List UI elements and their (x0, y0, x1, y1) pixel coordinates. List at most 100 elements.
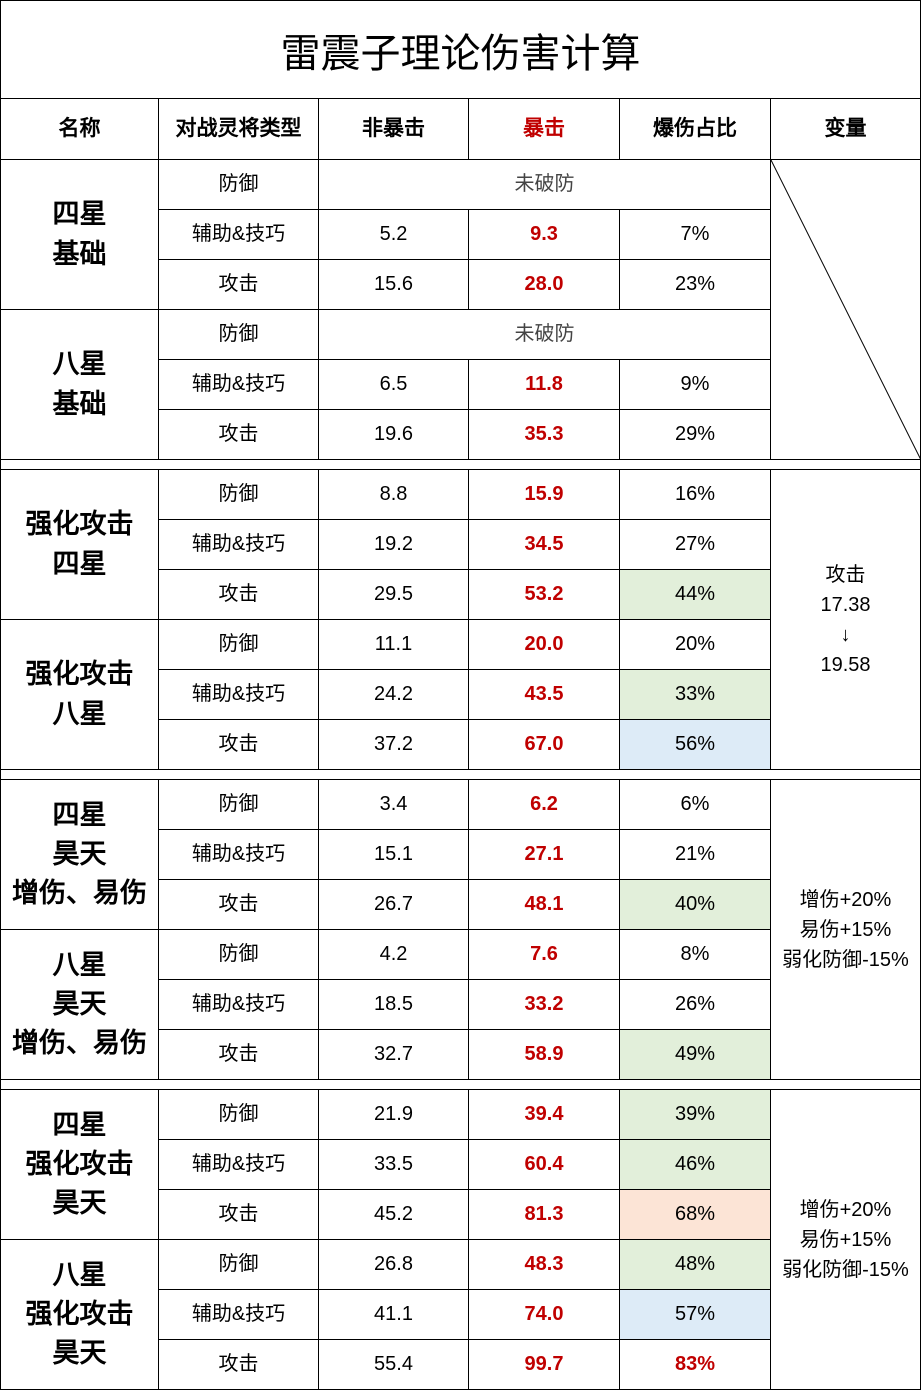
unit-type-cell: 辅助&技巧 (159, 1290, 319, 1340)
noncrit-cell: 32.7 (319, 1030, 469, 1080)
group-name: 八星 昊天 增伤、易伤 (0, 930, 159, 1080)
variable-cell: 增伤+20% 易伤+15% 弱化防御-15% (771, 1090, 921, 1390)
crit-cell: 43.5 (469, 670, 620, 720)
crit-cell: 20.0 (469, 620, 620, 670)
unit-type-cell: 防御 (159, 1240, 319, 1290)
crit-cell: 67.0 (469, 720, 620, 770)
noncrit-cell: 15.1 (319, 830, 469, 880)
noncrit-cell: 33.5 (319, 1140, 469, 1190)
crit-cell: 9.3 (469, 210, 620, 260)
crit-cell: 33.2 (469, 980, 620, 1030)
diagonal-line (771, 160, 921, 460)
crit-cell: 27.1 (469, 830, 620, 880)
crit-cell: 74.0 (469, 1290, 620, 1340)
unit-type-cell: 辅助&技巧 (159, 670, 319, 720)
crit-cell: 34.5 (469, 520, 620, 570)
crit-ratio-cell: 6% (620, 780, 771, 830)
unit-type-cell: 攻击 (159, 410, 319, 460)
variable-cell: 攻击 17.38 ↓ 19.58 (771, 470, 921, 770)
group-name: 四星 昊天 增伤、易伤 (0, 780, 159, 930)
crit-ratio-cell: 68% (620, 1190, 771, 1240)
unit-type-cell: 攻击 (159, 260, 319, 310)
unit-type-cell: 防御 (159, 780, 319, 830)
noncrit-cell: 15.6 (319, 260, 469, 310)
unit-type-cell: 防御 (159, 930, 319, 980)
crit-cell: 7.6 (469, 930, 620, 980)
crit-ratio-cell: 56% (620, 720, 771, 770)
unit-type-cell: 攻击 (159, 880, 319, 930)
crit-cell: 11.8 (469, 360, 620, 410)
header-var: 变量 (771, 99, 921, 160)
crit-ratio-cell: 29% (620, 410, 771, 460)
crit-ratio-cell: 26% (620, 980, 771, 1030)
unit-type-cell: 攻击 (159, 570, 319, 620)
noncrit-cell: 55.4 (319, 1340, 469, 1390)
noncrit-cell: 21.9 (319, 1090, 469, 1140)
crit-ratio-cell: 16% (620, 470, 771, 520)
unit-type-cell: 防御 (159, 310, 319, 360)
crit-cell: 99.7 (469, 1340, 620, 1390)
noncrit-cell: 26.7 (319, 880, 469, 930)
crit-cell: 39.4 (469, 1090, 620, 1140)
crit-cell: 35.3 (469, 410, 620, 460)
unit-type-cell: 防御 (159, 160, 319, 210)
crit-ratio-cell: 48% (620, 1240, 771, 1290)
crit-cell: 6.2 (469, 780, 620, 830)
crit-ratio-cell: 8% (620, 930, 771, 980)
crit-cell: 28.0 (469, 260, 620, 310)
crit-ratio-cell: 39% (620, 1090, 771, 1140)
section-divider (0, 460, 921, 470)
unit-type-cell: 辅助&技巧 (159, 830, 319, 880)
crit-ratio-cell: 83% (620, 1340, 771, 1390)
unit-type-cell: 辅助&技巧 (159, 1140, 319, 1190)
crit-cell: 48.3 (469, 1240, 620, 1290)
noncrit-cell: 26.8 (319, 1240, 469, 1290)
group-name: 八星 基础 (0, 310, 159, 460)
header-ratio: 爆伤占比 (620, 99, 771, 160)
unit-type-cell: 攻击 (159, 720, 319, 770)
crit-ratio-cell: 44% (620, 570, 771, 620)
noncrit-cell: 3.4 (319, 780, 469, 830)
crit-cell: 53.2 (469, 570, 620, 620)
unit-type-cell: 防御 (159, 1090, 319, 1140)
noncrit-cell: 18.5 (319, 980, 469, 1030)
header-name: 名称 (0, 99, 159, 160)
noncrit-cell: 6.5 (319, 360, 469, 410)
section-divider (0, 770, 921, 780)
page-title: 雷震子理论伤害计算 (0, 0, 921, 99)
noncrit-cell: 11.1 (319, 620, 469, 670)
variable-cell: 增伤+20% 易伤+15% 弱化防御-15% (771, 780, 921, 1080)
noncrit-cell: 4.2 (319, 930, 469, 980)
group-name: 八星 强化攻击 昊天 (0, 1240, 159, 1390)
noncrit-cell: 37.2 (319, 720, 469, 770)
header-noncrit: 非暴击 (319, 99, 469, 160)
crit-cell: 15.9 (469, 470, 620, 520)
group-name: 四星 基础 (0, 160, 159, 310)
crit-ratio-cell: 49% (620, 1030, 771, 1080)
crit-cell: 60.4 (469, 1140, 620, 1190)
crit-ratio-cell: 23% (620, 260, 771, 310)
group-name: 强化攻击 八星 (0, 620, 159, 770)
noncrit-cell: 5.2 (319, 210, 469, 260)
unit-type-cell: 防御 (159, 470, 319, 520)
crit-ratio-cell: 9% (620, 360, 771, 410)
noncrit-cell: 45.2 (319, 1190, 469, 1240)
crit-ratio-cell: 27% (620, 520, 771, 570)
crit-ratio-cell: 33% (620, 670, 771, 720)
crit-ratio-cell: 21% (620, 830, 771, 880)
noncrit-cell: 24.2 (319, 670, 469, 720)
crit-ratio-cell: 20% (620, 620, 771, 670)
crit-cell: 58.9 (469, 1030, 620, 1080)
noncrit-cell: 19.6 (319, 410, 469, 460)
variable-cell (771, 160, 921, 460)
group-name: 四星 强化攻击 昊天 (0, 1090, 159, 1240)
noncrit-cell: 29.5 (319, 570, 469, 620)
unit-type-cell: 攻击 (159, 1340, 319, 1390)
unit-type-cell: 辅助&技巧 (159, 520, 319, 570)
noncrit-cell: 19.2 (319, 520, 469, 570)
no-break-cell: 未破防 (319, 310, 771, 360)
unit-type-cell: 辅助&技巧 (159, 210, 319, 260)
crit-cell: 81.3 (469, 1190, 620, 1240)
diagonal-slash (771, 160, 921, 460)
